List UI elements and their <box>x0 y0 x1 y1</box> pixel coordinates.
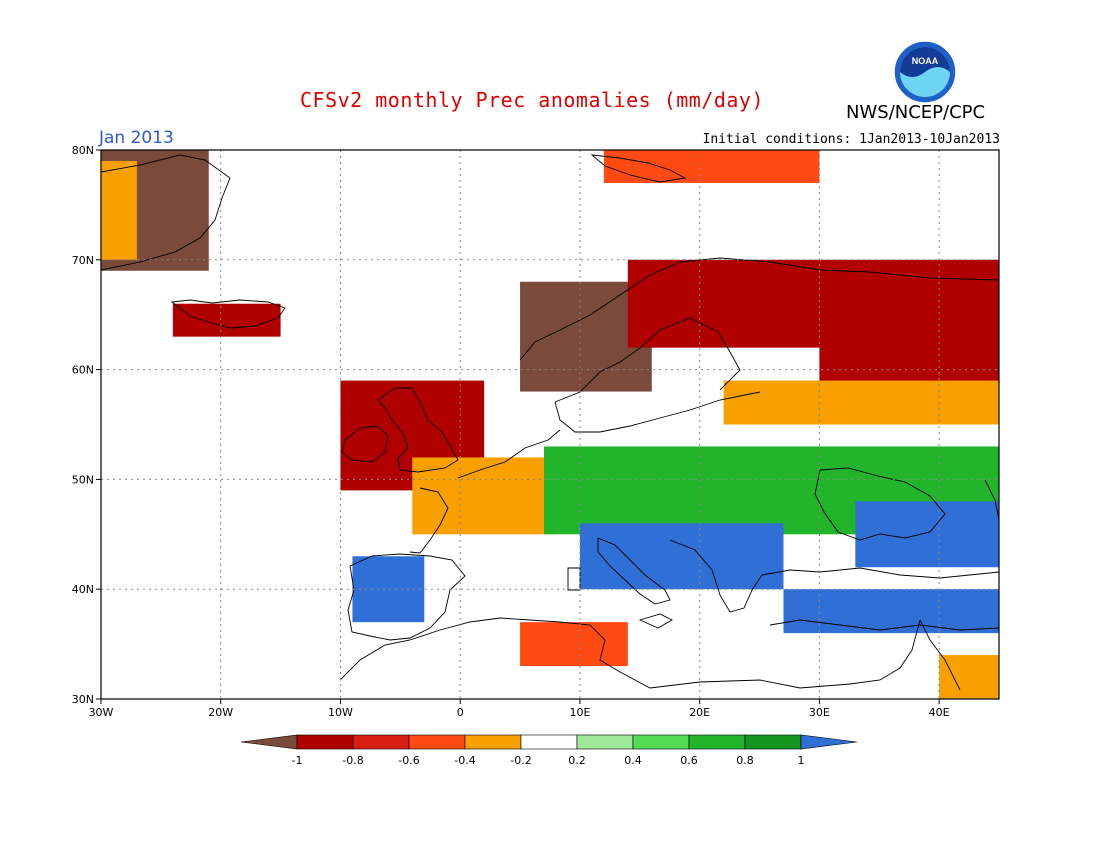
lat-tick-label: 80N <box>72 144 94 157</box>
colorbar-bin <box>688 734 746 750</box>
lat-tick-label: 70N <box>72 254 94 267</box>
lat-tick-label: 40N <box>72 583 94 596</box>
colorbar-below-arrow <box>240 734 298 750</box>
colorbar-label: -1 <box>292 754 303 767</box>
graticule <box>101 150 999 699</box>
chart-title: CFSv2 monthly Prec anomalies (mm/day) <box>300 88 765 112</box>
anomaly-cell <box>172 303 281 337</box>
colorbar-label: 0.2 <box>568 754 586 767</box>
anomaly-cell <box>855 501 999 568</box>
colorbar-label: 0.8 <box>736 754 754 767</box>
colorbar-label: 0.4 <box>624 754 642 767</box>
colorbar-bin <box>520 734 578 750</box>
anomaly-cell <box>603 150 820 183</box>
anomaly-cell <box>520 622 628 667</box>
colorbar-label: 1 <box>798 754 805 767</box>
colorbar-bin <box>352 734 410 750</box>
anomaly-cell <box>101 160 137 260</box>
colorbar-above-arrow <box>800 734 858 750</box>
lon-tick-label: 0 <box>457 706 464 719</box>
lon-tick-label: 10W <box>328 706 353 719</box>
anomaly-cell <box>352 556 425 623</box>
lon-tick-label: 10E <box>569 706 590 719</box>
lat-tick-label: 60N <box>72 364 94 377</box>
lon-tick-label: 20W <box>208 706 233 719</box>
colorbar-label: -0.6 <box>398 754 419 767</box>
lon-tick-label: 20E <box>689 706 710 719</box>
anomaly-cell <box>939 655 999 699</box>
colorbar-bin <box>632 734 690 750</box>
colorbar: -1 -0.8 -0.6 -0.4 -0.2 0.2 0.4 0.6 0.8 1 <box>240 734 858 767</box>
lon-tick-label: 30W <box>89 706 114 719</box>
coastlines <box>101 154 999 691</box>
anomaly-cell <box>723 380 999 425</box>
colorbar-bin <box>296 734 354 750</box>
colorbar-bin <box>576 734 634 750</box>
lon-tick-label: 40E <box>929 706 950 719</box>
colorbar-label: -0.2 <box>510 754 531 767</box>
lat-tick-label: 30N <box>72 693 94 706</box>
colorbar-bin <box>464 734 522 750</box>
noaa-logo: NOAA <box>893 40 957 104</box>
colorbar-bin <box>744 734 802 750</box>
month-label: Jan 2013 <box>99 128 174 148</box>
map-frame <box>100 149 1000 700</box>
colorbar-label: -0.8 <box>342 754 363 767</box>
anomaly-cell <box>579 523 784 590</box>
agency-label: NWS/NCEP/CPC <box>846 102 986 123</box>
lat-tick-label: 50N <box>72 473 94 486</box>
lon-tick-label: 30E <box>809 706 830 719</box>
colorbar-label: 0.6 <box>680 754 698 767</box>
anomaly-cell <box>783 589 999 634</box>
initial-conditions-label: Initial conditions: 1Jan2013-10Jan2013 <box>702 132 1000 147</box>
colorbar-bin <box>408 734 466 750</box>
anomaly-layer <box>101 150 999 699</box>
anomaly-cell <box>412 457 556 535</box>
noaa-logo-text: NOAA <box>912 56 939 66</box>
colorbar-label: -0.4 <box>454 754 475 767</box>
